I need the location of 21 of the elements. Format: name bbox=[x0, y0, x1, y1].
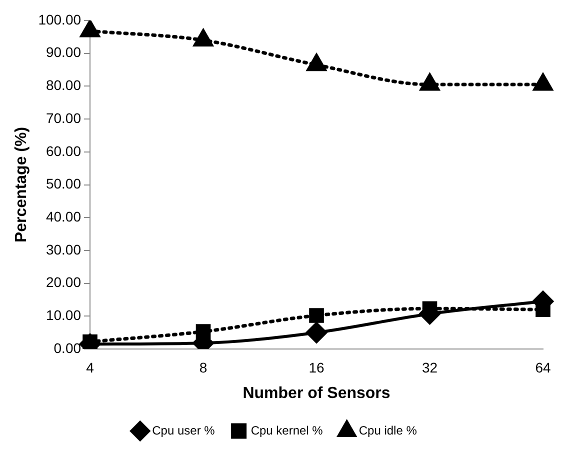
y-tick-label: 100.00 bbox=[38, 11, 82, 28]
x-tick-label: 64 bbox=[535, 359, 551, 376]
y-tick-label: 0.00 bbox=[54, 340, 82, 356]
y-tick-label: 60.00 bbox=[46, 142, 82, 159]
y-tick-label: 40.00 bbox=[46, 208, 82, 224]
y-tick-label: 90.00 bbox=[46, 44, 82, 60]
y-tick-label: 30.00 bbox=[46, 241, 82, 258]
y-axis-title: Percentage (%) bbox=[13, 126, 30, 243]
x-axis-title: Number of Sensors bbox=[242, 384, 390, 402]
y-tick-label: 10.00 bbox=[46, 307, 82, 324]
x-tick-label: 4 bbox=[86, 359, 94, 376]
y-tick-label: 80.00 bbox=[46, 77, 82, 94]
y-tick-label: 20.00 bbox=[46, 274, 82, 290]
x-tick-label: 8 bbox=[199, 359, 208, 376]
legend-label: Cpu idle % bbox=[358, 423, 418, 438]
y-tick-label: 70.00 bbox=[46, 110, 82, 126]
x-tick-label: 16 bbox=[308, 359, 325, 376]
y-tick-label: 50.00 bbox=[46, 176, 82, 192]
legend-label: Cpu user % bbox=[152, 423, 216, 438]
x-tick-label: 32 bbox=[422, 359, 438, 376]
legend-label: Cpu kernel % bbox=[250, 423, 324, 438]
